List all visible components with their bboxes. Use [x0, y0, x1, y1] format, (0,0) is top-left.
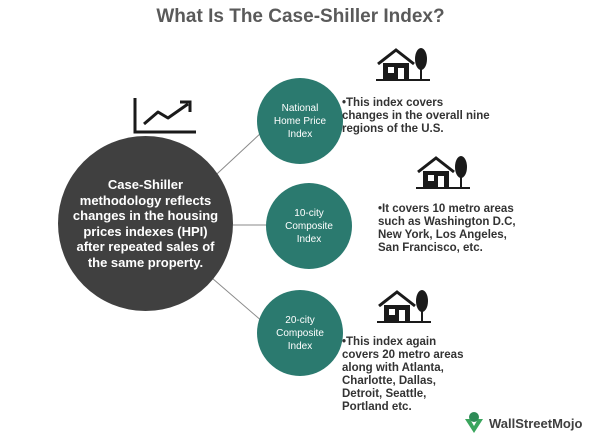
wallstreetmojo-logo: WallStreetMojo [463, 411, 582, 435]
node-label: 10-city Composite Index [285, 207, 333, 245]
page-title: What Is The Case-Shiller Index? [156, 6, 445, 27]
desc-national-home-price-index: •This index covers changes in the overal… [342, 97, 490, 135]
logo-text: WallStreetMojo [489, 415, 583, 431]
node-label: 20-city Composite Index [276, 314, 324, 352]
line-chart-icon [133, 98, 196, 134]
desc-10-city-composite-index: •It covers 10 metro areas such as Washin… [378, 203, 516, 254]
house-icon [416, 156, 470, 189]
center-description: Case-Shiller methodology reflects change… [72, 177, 219, 270]
wallstreetmojo-logo-icon [465, 412, 483, 433]
house-icon [377, 290, 431, 323]
node-label: National Home Price Index [273, 102, 327, 140]
house-icon [376, 48, 430, 81]
node-20-city-composite-index: 20-city Composite Index [257, 290, 343, 376]
node-10-city-composite-index: 10-city Composite Index [266, 183, 352, 269]
desc-20-city-composite-index: •This index again covers 20 metro areas … [342, 336, 464, 413]
node-national-home-price-index: National Home Price Index [257, 78, 343, 164]
center-circle: Case-Shiller methodology reflects change… [58, 136, 233, 311]
